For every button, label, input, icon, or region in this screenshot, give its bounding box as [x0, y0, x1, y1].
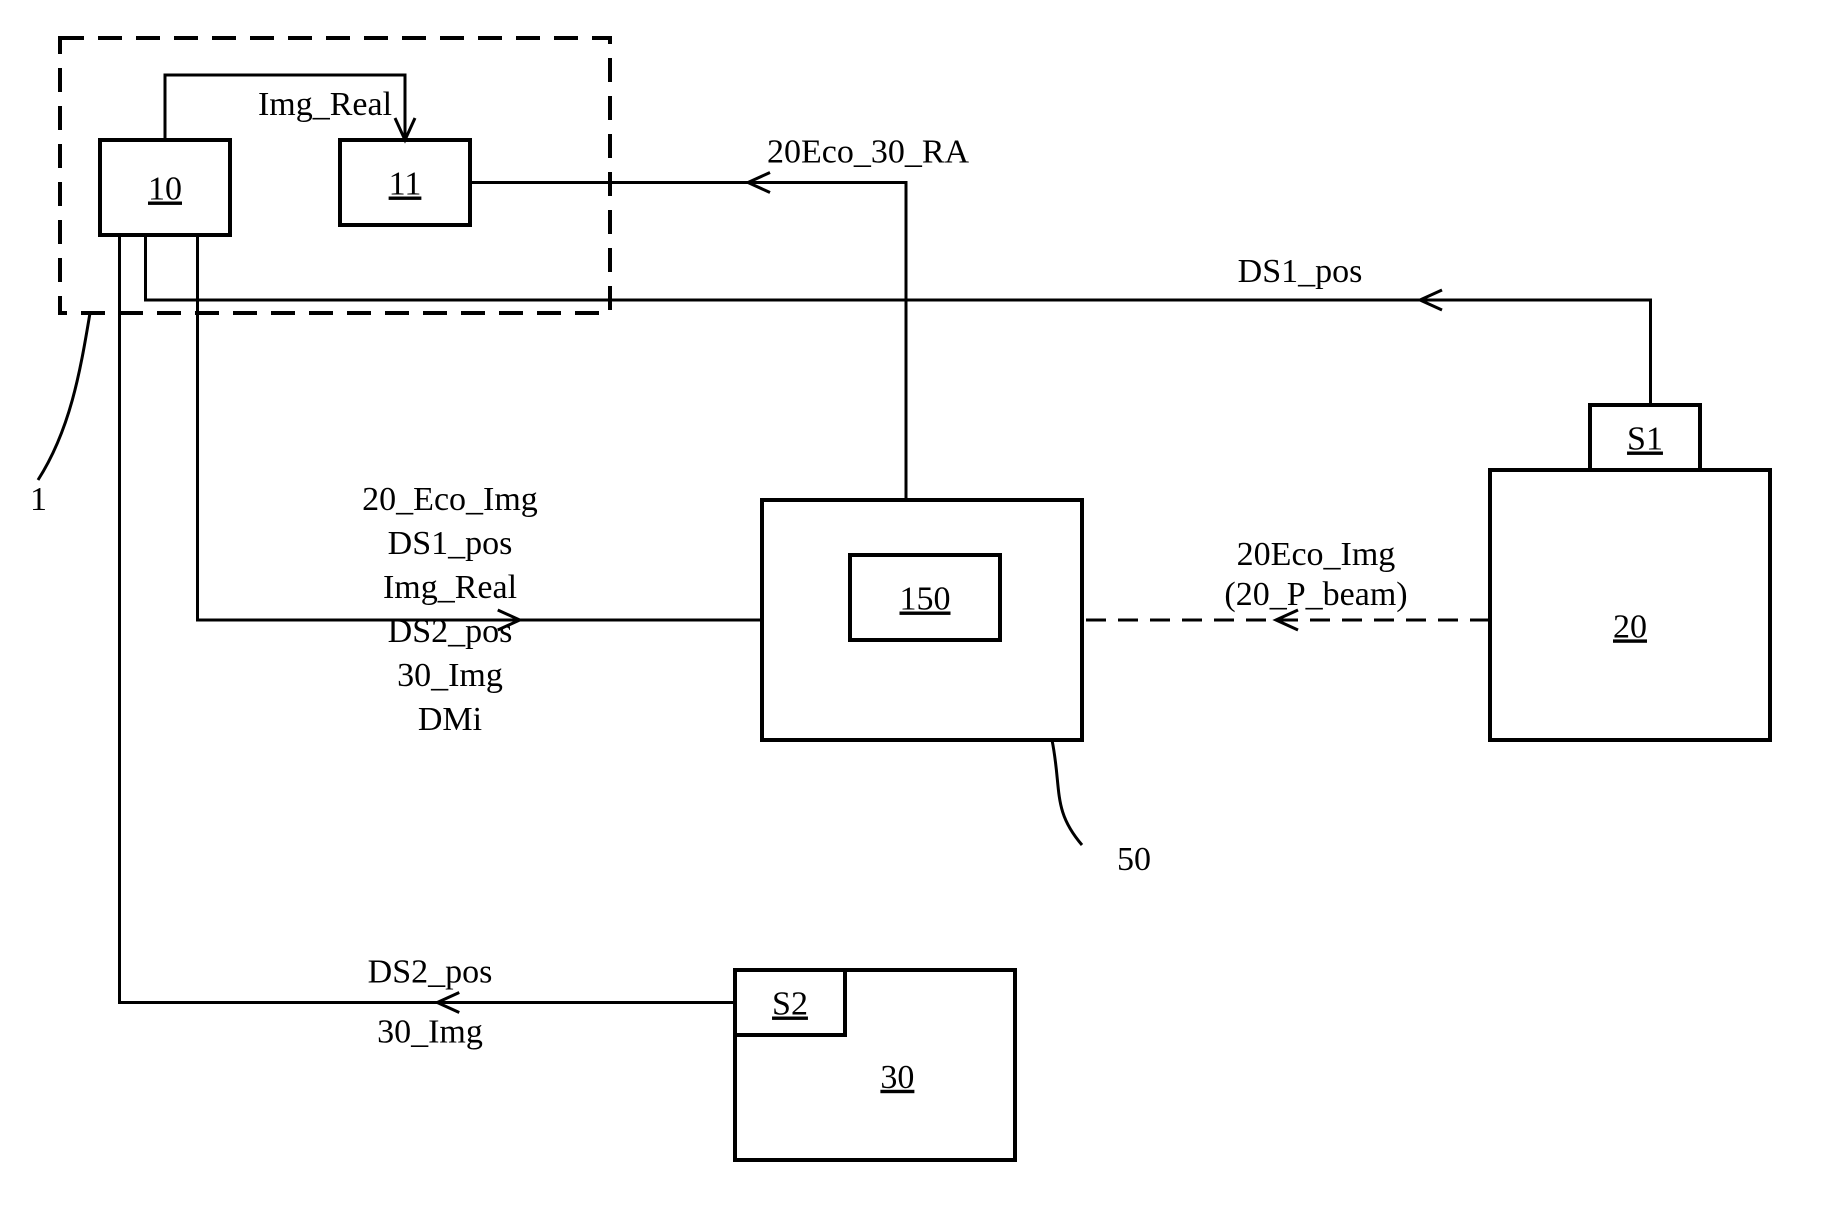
label-list-5: DMi [418, 701, 482, 738]
label-list-4: 30_Img [397, 657, 503, 694]
label-30-img-b: 30_Img [377, 1014, 483, 1051]
label-p-beam: (20_P_beam) [1224, 576, 1407, 613]
box-20-label: 20 [1613, 608, 1647, 645]
box-50 [762, 500, 1082, 740]
ref-1: 1 [30, 481, 47, 518]
label-eco-30-ra: 20Eco_30_RA [767, 134, 970, 171]
label-ds1-pos: DS1_pos [1238, 253, 1363, 290]
box-s1-label: S1 [1627, 421, 1663, 458]
box-30-label: 30 [880, 1059, 914, 1096]
label-list-1: DS1_pos [388, 525, 513, 562]
box-150-label: 150 [900, 581, 951, 618]
leader-50 [1052, 740, 1082, 845]
label-list-3: DS2_pos [388, 613, 513, 650]
box-s2-label: S2 [772, 986, 808, 1023]
label-list-2: Img_Real [383, 569, 517, 606]
label-list-0: 20_Eco_Img [362, 481, 538, 518]
box-20 [1490, 470, 1770, 740]
label-img-real-top: Img_Real [258, 86, 392, 123]
ref-50: 50 [1117, 841, 1151, 878]
leader-1 [38, 313, 90, 480]
label-ds2-pos-b: DS2_pos [368, 954, 493, 991]
box-11-label: 11 [389, 166, 422, 203]
label-eco-img: 20Eco_Img [1237, 536, 1396, 573]
group-box-1 [60, 38, 610, 313]
box-10-label: 10 [148, 171, 182, 208]
